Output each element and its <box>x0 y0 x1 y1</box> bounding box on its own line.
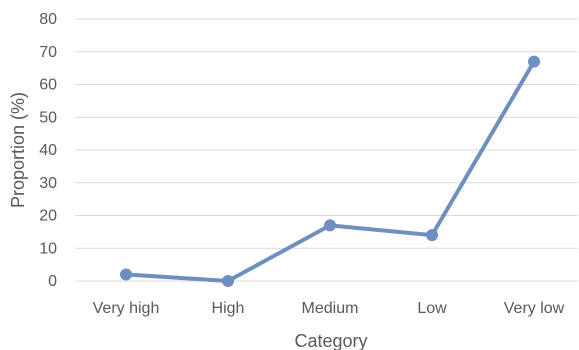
data-point <box>222 275 234 287</box>
data-point <box>426 229 438 242</box>
y-axis-title: Proportion (%) <box>8 92 28 208</box>
y-tick-label: 0 <box>48 273 57 290</box>
data-point <box>324 219 336 232</box>
y-tick-label: 10 <box>39 240 57 257</box>
y-tick-label: 80 <box>39 11 57 28</box>
y-tick-label: 40 <box>39 142 57 159</box>
series-layer <box>120 55 540 287</box>
y-tick-label: 50 <box>39 109 57 126</box>
gridlines <box>75 18 578 282</box>
x-tick-label: Very low <box>504 300 565 317</box>
y-tick-label: 30 <box>39 175 57 192</box>
x-tick-label: Very high <box>93 300 160 317</box>
x-tick-label: High <box>212 300 245 317</box>
data-point <box>528 55 540 68</box>
data-point <box>120 268 132 281</box>
y-tick-label: 20 <box>39 208 57 225</box>
y-tick-label: 60 <box>39 77 57 94</box>
x-tick-label: Low <box>417 300 447 317</box>
x-axis-title: Category <box>294 331 367 350</box>
x-tick-label: Medium <box>302 300 359 317</box>
y-axis-ticks: 0 10 20 30 40 50 60 70 80 <box>39 11 57 290</box>
y-tick-label: 70 <box>39 44 57 61</box>
x-axis-ticks: Very high High Medium Low Very low <box>93 300 565 317</box>
